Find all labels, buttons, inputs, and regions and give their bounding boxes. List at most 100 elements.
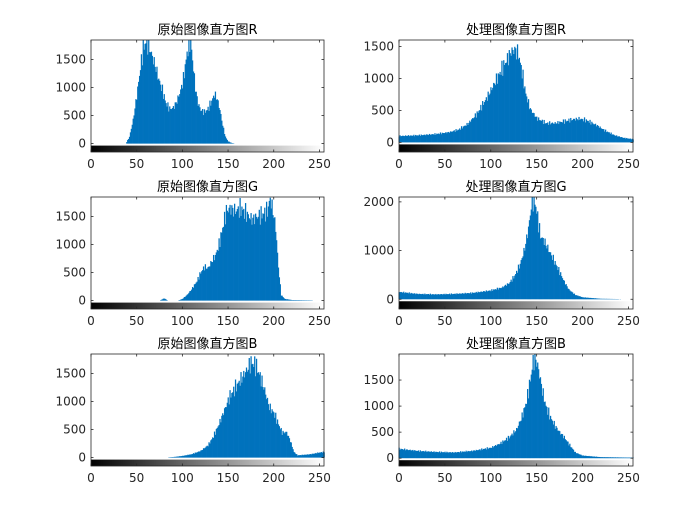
histogram-bar <box>567 441 569 459</box>
histogram-bar <box>425 294 427 300</box>
histogram-bar <box>469 120 471 143</box>
histogram-bar <box>244 372 247 458</box>
histogram-bar <box>497 444 499 459</box>
histogram-bar <box>553 264 555 300</box>
histogram-bar <box>582 297 584 300</box>
histogram-bar <box>178 456 180 458</box>
histogram-bar <box>522 417 524 459</box>
histogram-bar <box>569 290 571 300</box>
histogram-bar <box>227 212 229 301</box>
histogram-bar <box>401 292 403 300</box>
histogram-bar <box>512 49 514 143</box>
histogram-bar <box>212 254 215 301</box>
histogram-bar <box>196 281 198 301</box>
histogram-bar <box>573 293 576 300</box>
histogram-bar <box>592 456 594 459</box>
histogram-bar <box>578 454 580 459</box>
histogram-bar <box>449 293 451 300</box>
histogram-bar <box>631 138 633 143</box>
histogram-bar <box>290 299 292 301</box>
histogram-bar <box>234 214 237 301</box>
histogram-bar <box>475 449 477 459</box>
histogram-bar <box>595 456 598 459</box>
histogram-bar <box>456 130 458 143</box>
histogram-bar <box>587 120 589 143</box>
histogram-bar <box>411 293 413 300</box>
histogram-bar <box>584 122 587 143</box>
histogram-bar <box>542 124 544 143</box>
histogram-bar <box>185 59 187 144</box>
histogram-bar <box>226 210 228 301</box>
histogram-bar <box>129 132 132 144</box>
histogram-bar <box>551 122 554 143</box>
histogram-bar <box>480 104 482 143</box>
histogram-bar <box>193 73 196 144</box>
histogram-bar <box>547 414 549 459</box>
histogram-bar <box>593 124 595 143</box>
y-tick-label: 500 <box>63 266 86 280</box>
histogram-bar <box>457 452 459 459</box>
histogram-bar <box>617 457 620 459</box>
histogram-bar <box>597 125 599 143</box>
histogram-bar <box>594 298 596 300</box>
histogram-bar <box>600 457 602 459</box>
histogram-bar <box>287 435 289 458</box>
histogram-bar <box>579 119 581 143</box>
histogram-bar <box>276 423 278 458</box>
histogram-bar <box>508 438 510 459</box>
histogram-bar <box>224 224 227 301</box>
histogram-bar <box>295 300 297 301</box>
histogram-bar <box>506 440 509 459</box>
histogram-bar <box>259 372 261 458</box>
histogram-bar <box>136 99 138 144</box>
histogram-bar <box>403 291 405 300</box>
histogram-bar <box>272 215 274 301</box>
histogram-bar <box>530 209 532 300</box>
histogram-bar <box>204 447 207 458</box>
intensity-colorbar <box>91 302 324 309</box>
histogram-bar <box>181 84 183 144</box>
histogram-bar <box>231 143 233 144</box>
histogram-bar <box>227 397 229 458</box>
histogram-bar <box>566 120 568 143</box>
histogram-bar <box>437 452 439 459</box>
histogram-bar <box>300 455 302 458</box>
histogram-bar <box>408 449 410 459</box>
histogram-bar <box>404 293 406 300</box>
histogram-bar <box>513 278 515 300</box>
histogram-bar <box>493 446 496 459</box>
histogram-bar <box>235 211 238 301</box>
histogram-bar <box>216 249 218 301</box>
histogram-bar <box>284 433 286 458</box>
histogram-bar <box>225 138 228 144</box>
histogram-bar <box>477 291 479 300</box>
histogram-bar <box>563 123 565 143</box>
histogram-bar <box>505 62 508 143</box>
histogram-bar <box>610 132 612 143</box>
x-tick-label: 50 <box>129 471 144 485</box>
histogram-bar <box>240 372 242 458</box>
histogram-bar <box>516 427 518 459</box>
histogram-bar <box>585 455 587 459</box>
histogram-bar <box>210 440 212 458</box>
histogram-bar <box>263 389 265 458</box>
histogram-bar <box>535 206 537 300</box>
histogram-bar <box>472 450 475 459</box>
histogram-bar <box>484 448 487 459</box>
histogram-bar <box>551 259 554 300</box>
histogram-bar <box>244 218 246 301</box>
histogram-bar <box>554 122 556 143</box>
histogram-bar <box>273 218 275 301</box>
histogram-bar <box>527 226 530 300</box>
histogram-bar <box>454 293 456 300</box>
histogram-bar <box>471 293 473 300</box>
histogram-bar <box>530 374 532 459</box>
histogram-bar <box>179 456 181 458</box>
histogram-bar <box>591 121 593 143</box>
histogram-bar <box>432 134 434 143</box>
histogram-bar <box>287 435 290 458</box>
histogram-bar <box>603 129 605 143</box>
x-tick-label: 250 <box>308 157 331 171</box>
histogram-bar <box>616 457 619 459</box>
histogram-bar <box>627 457 630 459</box>
